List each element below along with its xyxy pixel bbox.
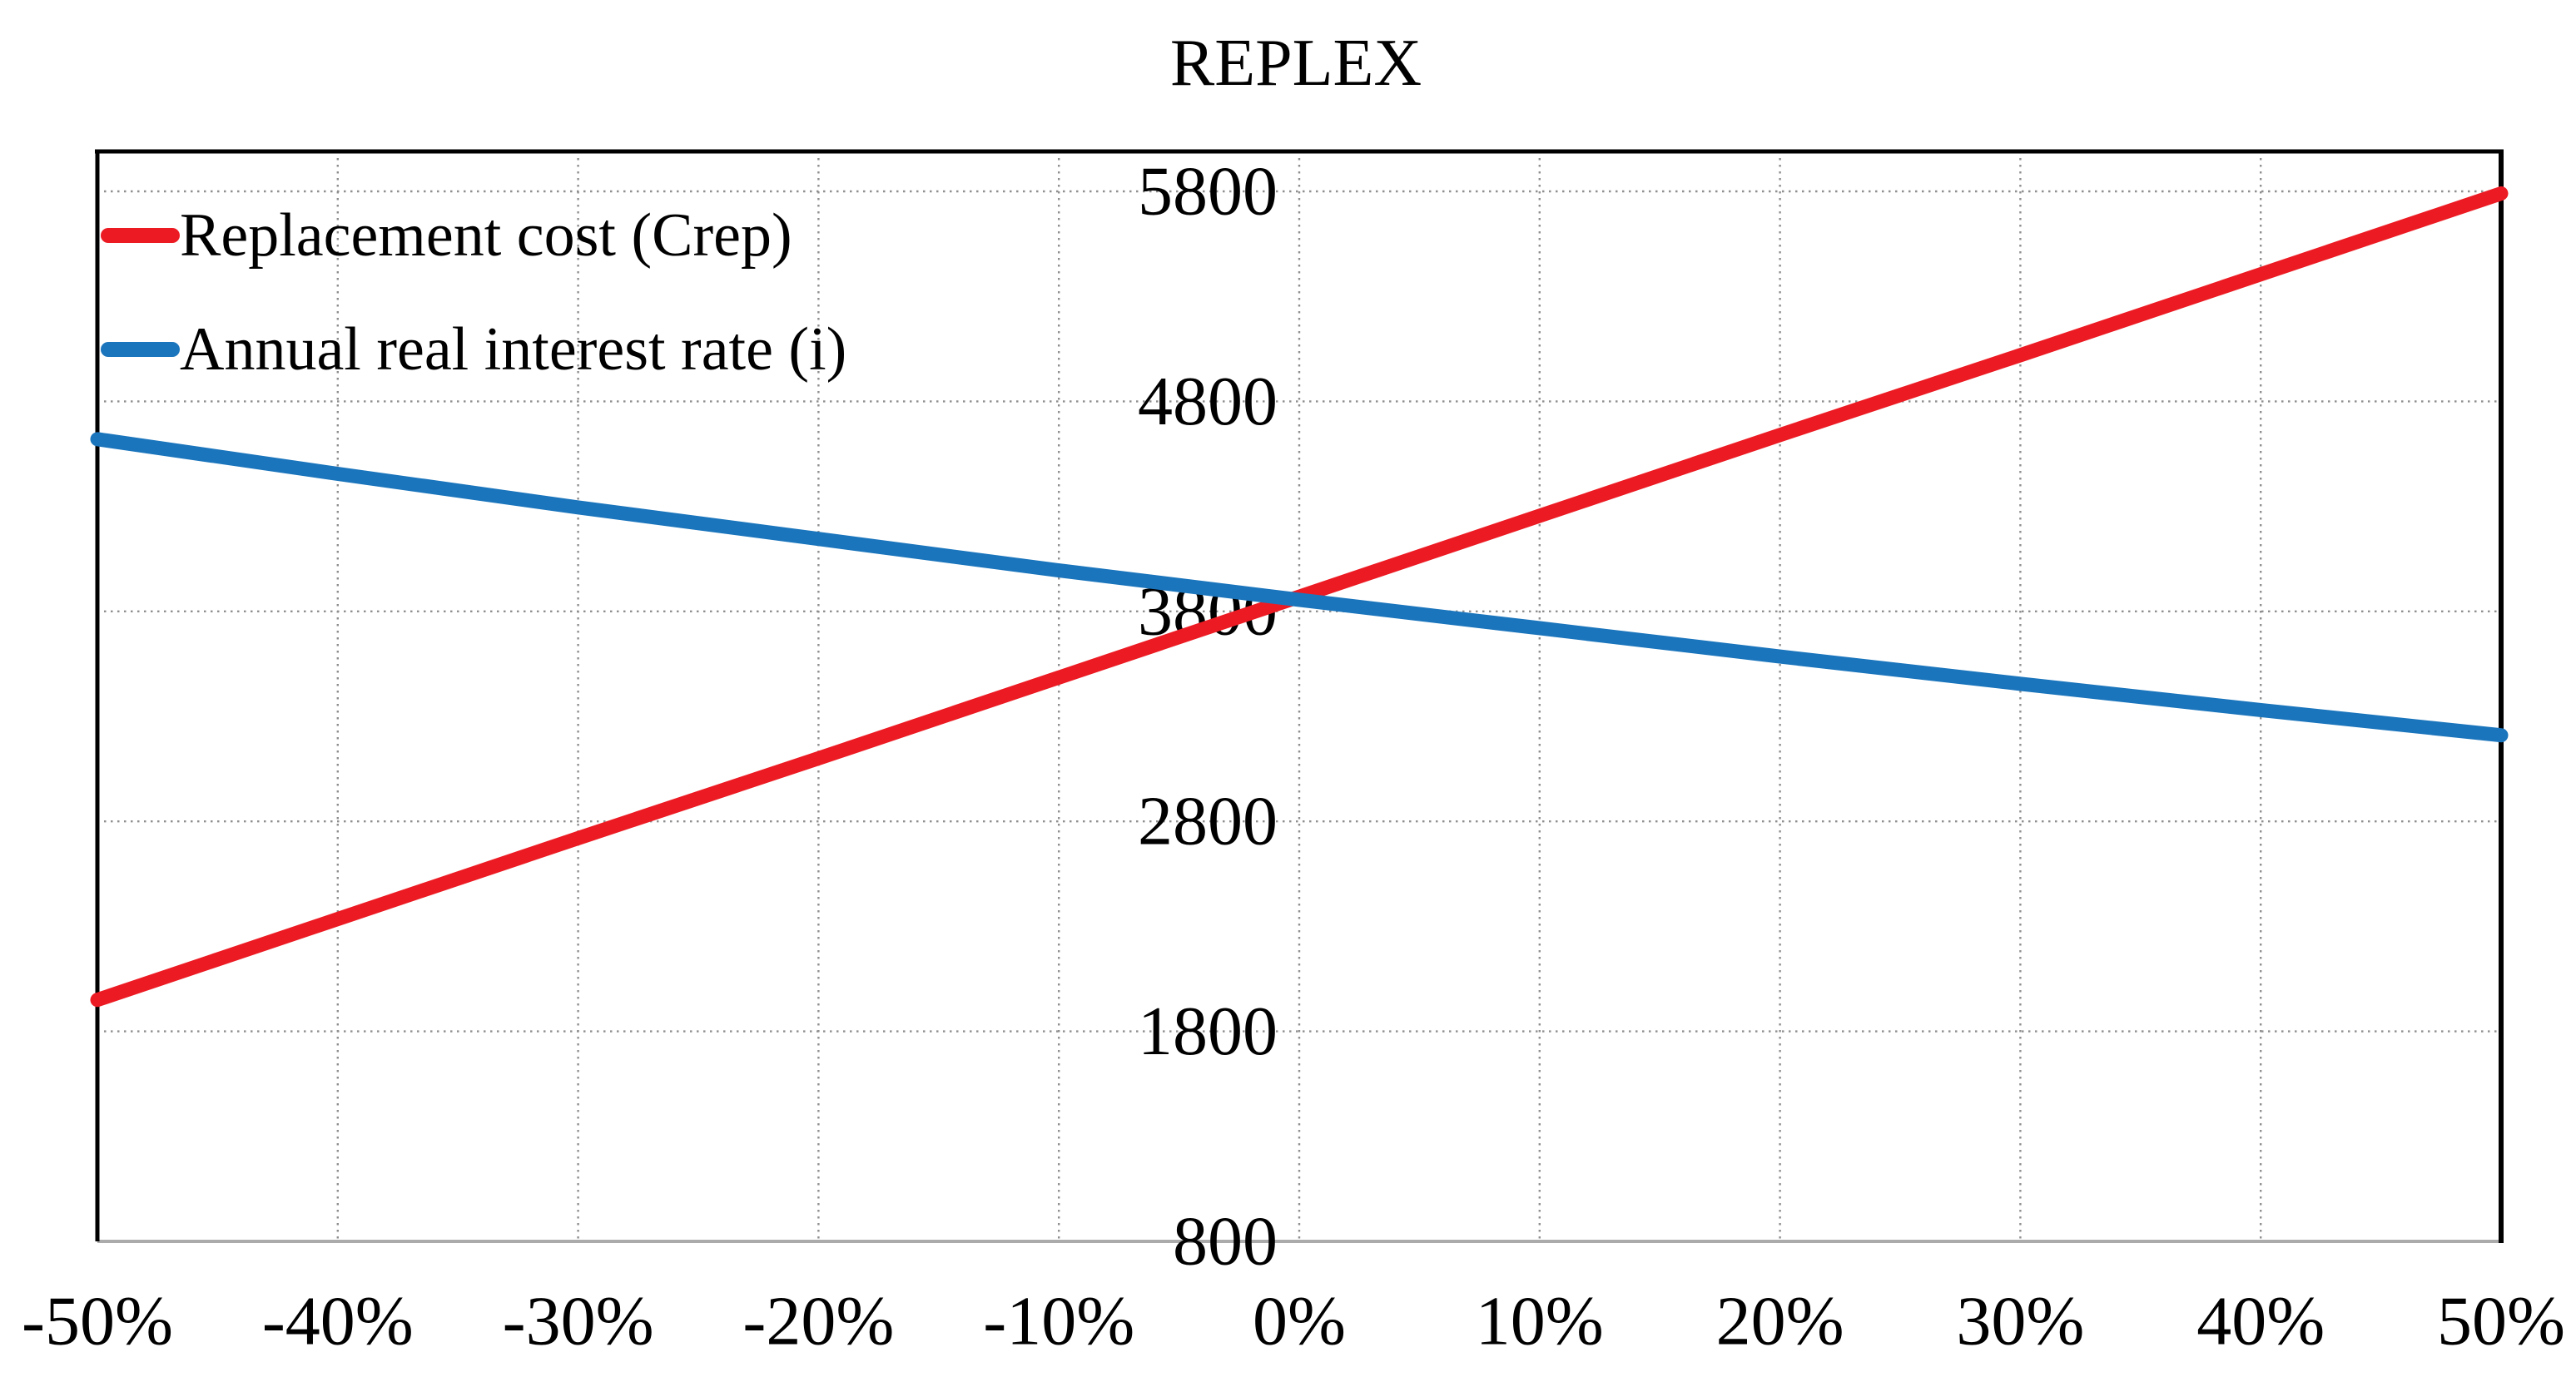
- series-line-1-annual-real-interest-rate-i-: [90, 432, 2509, 743]
- legend: Replacement cost (Crep) Annual real inte…: [101, 201, 846, 384]
- x-tick-label-50%: 50%: [2437, 1283, 2565, 1360]
- x-tick-label--50%: -50%: [22, 1283, 173, 1360]
- legend-label-interest-rate: Annual real interest rate (i): [180, 315, 846, 384]
- x-tick-label--30%: -30%: [503, 1283, 654, 1360]
- plot-frame: [95, 149, 2504, 1243]
- y-tick-label-4800: 4800: [1138, 363, 1278, 440]
- x-tick-label-0%: 0%: [1253, 1283, 1346, 1360]
- x-tick-label--20%: -20%: [742, 1283, 894, 1360]
- y-tick-label-1800: 1800: [1138, 993, 1278, 1070]
- y-tick-label-2800: 2800: [1138, 783, 1278, 860]
- gridlines: [97, 151, 2501, 1241]
- x-tick-label-40%: 40%: [2196, 1283, 2325, 1360]
- chart-title: REPLEX: [1170, 27, 1422, 100]
- x-tick-label-10%: 10%: [1476, 1283, 1604, 1360]
- y-tick-label-800: 800: [1173, 1203, 1278, 1280]
- x-tick-label-30%: 30%: [1956, 1283, 2084, 1360]
- x-tick-label--10%: -10%: [983, 1283, 1134, 1360]
- series-lines: [90, 186, 2509, 1008]
- x-tick-label-20%: 20%: [1716, 1283, 1844, 1360]
- y-tick-label-5800: 5800: [1138, 153, 1278, 230]
- legend-label-replacement-cost: Replacement cost (Crep): [180, 201, 792, 270]
- x-tick-label--40%: -40%: [262, 1283, 414, 1360]
